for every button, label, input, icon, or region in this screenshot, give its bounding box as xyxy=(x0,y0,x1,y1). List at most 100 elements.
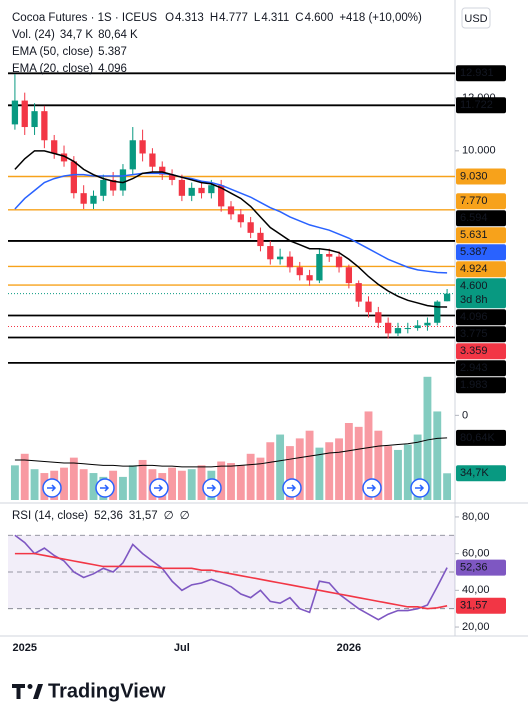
level-label: 6.594 xyxy=(460,212,488,224)
volume-label: 34,7K xyxy=(460,467,489,479)
price-tick-label: 0 xyxy=(462,409,468,421)
volume-bar xyxy=(374,430,383,500)
event-arrow xyxy=(367,484,377,492)
level-label-box xyxy=(456,326,506,343)
volume-bar xyxy=(89,473,98,500)
rsi-title: RSI (14, close) xyxy=(12,510,88,522)
candle-body xyxy=(70,161,77,194)
volume-bar xyxy=(286,446,294,500)
x-tick-label: 2026 xyxy=(337,642,361,654)
volume-bar xyxy=(119,476,127,500)
candle-body xyxy=(218,185,225,207)
volume-bar xyxy=(246,453,255,500)
volume-bar xyxy=(79,469,88,500)
volume-bar xyxy=(227,463,235,500)
candle-body xyxy=(335,256,343,268)
ohlc-key: L xyxy=(254,12,261,24)
candle-body xyxy=(345,267,353,284)
rsi-last-label: 52,36 xyxy=(460,562,488,574)
candle-body xyxy=(365,301,372,313)
ohlc-value: 4.311 xyxy=(261,12,289,24)
candle-body xyxy=(306,275,313,281)
candle-body xyxy=(139,140,146,154)
level-label-box xyxy=(456,65,506,82)
currency[interactable]: USD xyxy=(464,13,487,25)
rsi-line xyxy=(14,552,448,610)
volume-bar xyxy=(60,467,68,500)
candle-body xyxy=(129,140,136,170)
candle-body xyxy=(355,283,362,302)
candle-body xyxy=(188,187,195,196)
candle-body xyxy=(41,111,48,141)
volume-bar xyxy=(364,411,373,500)
rsi-extra: ∅ xyxy=(180,510,190,522)
candle-body xyxy=(149,153,156,167)
ohlc-key: C xyxy=(295,12,303,24)
candle-body xyxy=(385,322,392,334)
level-label-box xyxy=(456,261,506,278)
candle-body xyxy=(267,246,274,260)
rsi-extra: ∅ xyxy=(164,510,174,522)
currency-button[interactable] xyxy=(461,7,491,29)
candle-body xyxy=(198,187,205,194)
ema-title: EMA (50, close) xyxy=(12,46,93,58)
level-label-box xyxy=(456,360,506,377)
volume-bar xyxy=(433,411,442,500)
event-arrow xyxy=(207,484,217,492)
volume-bar xyxy=(197,465,206,500)
ema-line xyxy=(14,172,448,274)
ema-label-box xyxy=(456,309,506,326)
ema-label-box xyxy=(456,244,506,261)
volume-label: 80,64K xyxy=(460,432,496,444)
volume-bar xyxy=(413,434,422,500)
low-marker-label: 3.359 xyxy=(460,345,488,357)
volume-bar xyxy=(256,457,265,500)
volume-ma-value: 80,64 K xyxy=(98,29,138,41)
rsi-tick-label: 60,00 xyxy=(462,548,490,560)
last-price-label: 4.600 xyxy=(460,280,488,292)
volume-bar xyxy=(354,426,363,500)
volume-bar xyxy=(20,453,29,500)
level-label: 1.983 xyxy=(460,379,488,391)
candle-body xyxy=(424,322,431,326)
brand-name: TradingView xyxy=(48,680,166,702)
level-label: 12.931 xyxy=(460,67,494,79)
volume-layer xyxy=(10,376,452,500)
volume-bar xyxy=(423,376,432,500)
low-marker-label-box xyxy=(456,343,506,360)
rsi-last-box xyxy=(456,597,506,614)
level-label: 5.631 xyxy=(460,229,488,241)
ohlc-value: 4.777 xyxy=(219,12,248,24)
volume-bar xyxy=(384,446,393,500)
ema-label: 4.096 xyxy=(460,311,488,323)
volume-bar xyxy=(266,442,275,500)
volume-bar xyxy=(325,442,334,500)
x-tick-label: Jul xyxy=(174,642,190,654)
candle-body xyxy=(227,206,235,215)
rsi-tick-label: 20,00 xyxy=(462,621,490,633)
ohlc-value: 4.600 xyxy=(305,12,334,24)
volume-value: 34,7 K xyxy=(60,29,94,41)
volume-bar xyxy=(187,469,196,500)
candle-body xyxy=(326,254,333,257)
volume-ma-line xyxy=(14,437,448,468)
last-price-label-box xyxy=(456,278,506,309)
ohlc-value: 4.313 xyxy=(175,12,204,24)
candle-body xyxy=(208,185,215,194)
level-label: 4.924 xyxy=(460,263,488,275)
volume-bar xyxy=(403,444,412,500)
volume-title: Vol. (24) xyxy=(12,29,55,41)
volume-bar xyxy=(394,449,402,500)
volume-bar xyxy=(168,467,176,500)
candle-body xyxy=(276,256,284,260)
volume-bar xyxy=(276,434,285,500)
symbol-title: Cocoa Futures · 1S · ICEUS xyxy=(12,12,157,24)
candle-body xyxy=(119,169,127,191)
rsi-tick-label: 80,00 xyxy=(462,511,490,523)
level-label-box xyxy=(456,97,506,114)
ema-label: 5.387 xyxy=(460,246,488,258)
volume-bar xyxy=(315,447,324,500)
